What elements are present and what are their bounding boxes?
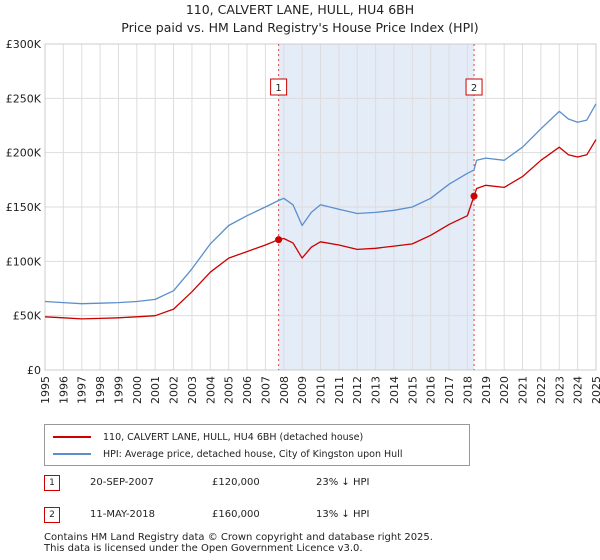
x-tick-label: 2008 [278, 376, 291, 404]
legend-item-property: 110, CALVERT LANE, HULL, HU4 6BH (detach… [53, 430, 363, 444]
y-tick-label: £300K [6, 38, 42, 51]
sale-point [275, 236, 283, 244]
transaction-date-2: 11-MAY-2018 [90, 509, 156, 520]
x-tick-label: 2016 [425, 376, 438, 404]
y-tick-label: £250K [6, 92, 42, 105]
legend-label-property: 110, CALVERT LANE, HULL, HU4 6BH (detach… [103, 431, 364, 443]
x-tick-label: 2025 [590, 376, 600, 404]
chart-title: 110, CALVERT LANE, HULL, HU4 6BH [185, 2, 415, 17]
transaction-hpi-1: 23% ↓ HPI [316, 477, 370, 488]
x-tick-label: 1997 [76, 376, 89, 404]
transaction-hpi-2: 13% ↓ HPI [316, 509, 370, 520]
plot-border [44, 43, 597, 371]
x-tick-label: 2020 [498, 376, 511, 404]
x-tick-label: 2002 [168, 376, 181, 404]
y-tick-label: £150K [6, 201, 42, 214]
y-tick-label: £200K [6, 147, 42, 160]
x-tick-label: 2003 [186, 376, 199, 404]
x-tick-label: 2004 [204, 376, 217, 404]
chart-subtitle: Price paid vs. HM Land Registry's House … [121, 20, 479, 35]
annotation-label: 2 [471, 83, 477, 94]
x-tick-label: 2021 [517, 376, 530, 404]
footer-text: Contains HM Land Registry data © Crown c… [44, 532, 433, 554]
footer-line-1: Contains HM Land Registry data © Crown c… [44, 532, 433, 543]
annotation-label: 1 [275, 83, 281, 94]
x-tick-label: 2015 [406, 376, 419, 404]
x-tick-label: 2012 [351, 376, 364, 404]
annotation-badge [465, 78, 483, 96]
transaction-price-2: £160,000 [212, 509, 260, 520]
sale-point [470, 192, 478, 200]
x-tick-label: 2000 [131, 376, 144, 404]
x-tick-label: 1996 [57, 376, 70, 404]
x-tick-label: 2005 [223, 376, 236, 404]
x-tick-label: 2019 [480, 376, 493, 404]
x-tick-label: 2023 [553, 376, 566, 404]
x-tick-label: 2001 [149, 376, 162, 404]
legend-swatch-property [53, 436, 91, 438]
x-tick-label: 2018 [461, 376, 474, 404]
x-tick-label: 1999 [112, 376, 125, 404]
x-tick-label: 2024 [572, 376, 585, 404]
x-tick-label: 2013 [370, 376, 383, 404]
y-tick-label: £100K [6, 255, 42, 268]
transaction-date-1: 20-SEP-2007 [90, 477, 154, 488]
legend-label-hpi: HPI: Average price, detached house, City… [103, 448, 403, 460]
x-tick-label: 2007 [259, 376, 272, 404]
transaction-price-1: £120,000 [212, 477, 260, 488]
transaction-badge-1: 1 [44, 475, 60, 491]
x-tick-label: 2011 [333, 376, 346, 404]
legend-item-hpi: HPI: Average price, detached house, City… [53, 447, 402, 461]
series-line-property [44, 139, 597, 320]
x-tick-label: 1995 [39, 376, 52, 404]
x-tick-label: 1998 [94, 376, 107, 404]
x-tick-label: 2017 [443, 376, 456, 404]
y-tick-label: £50K [13, 310, 42, 323]
x-tick-label: 2014 [388, 376, 401, 404]
transaction-row-1: 1 [44, 473, 60, 493]
price-chart: £0 £50K £100K £150K £200K £250K £300K 1995 1996 1… [6, 38, 600, 404]
x-tick-label: 2009 [296, 376, 309, 404]
y-tick-label: £0 [27, 364, 41, 377]
series-line-hpi [44, 103, 597, 305]
footer-line-2: This data is licensed under the Open Gov… [44, 543, 363, 554]
x-tick-label: 2010 [315, 376, 328, 404]
x-tick-label: 2006 [241, 376, 254, 404]
legend-swatch-hpi [53, 453, 91, 455]
annotation-badge [270, 78, 288, 96]
transaction-row-2: 2 [44, 505, 60, 525]
x-tick-label: 2022 [535, 376, 548, 404]
chart-legend: 110, CALVERT LANE, HULL, HU4 6BH (detach… [44, 424, 470, 466]
transaction-badge-2: 2 [44, 507, 60, 523]
